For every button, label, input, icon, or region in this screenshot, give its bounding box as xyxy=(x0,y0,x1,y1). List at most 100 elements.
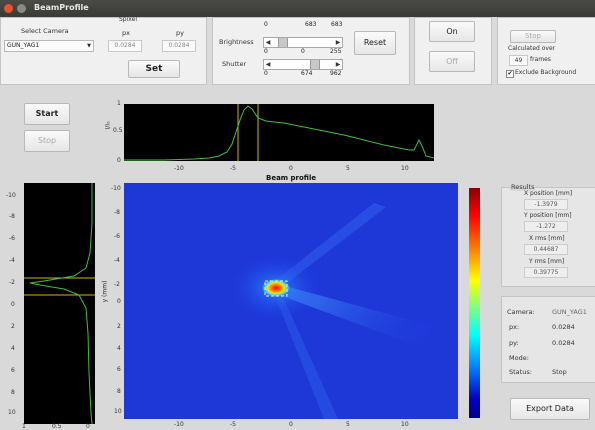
exclude-background-label: Exclude Background xyxy=(515,69,577,76)
left-ytick-0: 0 xyxy=(11,301,15,308)
arrow-left-icon[interactable]: ◀ xyxy=(265,39,271,46)
main-ytick-8: 8 xyxy=(117,388,121,395)
left-ytick-m8: -8 xyxy=(9,213,15,220)
start-button[interactable]: Start xyxy=(24,103,70,125)
select-camera-label: Select Camera xyxy=(21,27,69,35)
beam-tail xyxy=(274,283,458,361)
arrow-right-icon[interactable]: ▶ xyxy=(335,61,341,68)
beam-profile-y-plot[interactable] xyxy=(24,183,95,424)
shutter-slider[interactable]: ◀ ▶ xyxy=(263,59,343,70)
left-ytick-m2: -2 xyxy=(9,279,15,286)
top-ytick-0: 0 xyxy=(117,157,121,164)
left-ytick-m6: -6 xyxy=(9,235,15,242)
y-rms-value: 0.39775 xyxy=(524,267,568,278)
stop-button[interactable]: Stop xyxy=(24,130,70,152)
top-xtick-m5: -5 xyxy=(230,165,236,172)
main-xtick-m10: -10 xyxy=(174,421,184,428)
left-ytick-10: 10 xyxy=(8,409,16,416)
main-ytick-2: 2 xyxy=(117,323,121,330)
window-title: BeamProfile xyxy=(34,3,89,12)
py-field[interactable]: 0.0284 xyxy=(162,40,196,52)
left-ytick-m10: -10 xyxy=(6,192,16,199)
camera-select-value: GUN_YAG1 xyxy=(7,42,40,49)
minimize-window-icon[interactable] xyxy=(17,4,26,13)
info-camera-value: GUN_YAG1 xyxy=(552,308,587,316)
top-plot-ylabel: I/I₀ xyxy=(104,121,112,130)
x-position-label: X position [mm] xyxy=(524,190,573,197)
plot-background xyxy=(124,104,434,161)
frames-unit-label: frames xyxy=(530,56,551,63)
top-ytick-1: 1 xyxy=(117,100,121,107)
brightness-slider-thumb[interactable] xyxy=(278,38,288,47)
px-label: px xyxy=(122,29,130,37)
x-rms-value: 0.44687 xyxy=(524,244,568,255)
shutter-label: Shutter xyxy=(222,60,247,68)
left-ytick-4: 4 xyxy=(11,345,15,352)
main-ytick-m2: -2 xyxy=(114,281,120,288)
y-profile-line xyxy=(29,183,93,424)
left-ytick-m4: -4 xyxy=(9,257,15,264)
on-button[interactable]: On xyxy=(429,21,475,42)
beam-image[interactable] xyxy=(124,183,458,419)
brightness-value: 0 xyxy=(301,48,305,55)
camera-group-label: Spixel xyxy=(119,16,138,23)
main-xtick-0: 0 xyxy=(289,421,293,428)
y-rms-label: Y rms [mm] xyxy=(529,258,565,265)
shutter-slider-thumb[interactable] xyxy=(310,60,320,69)
background-stop-button[interactable]: Stop xyxy=(510,30,556,43)
background-panel: Stop Calculated over 49 frames ✔ Exclude… xyxy=(497,17,595,85)
left-xtick-1: 1 xyxy=(22,423,26,430)
main-ytick-10: 10 xyxy=(114,408,122,415)
beam-spot xyxy=(262,279,290,297)
top-ytick-05: 0.5 xyxy=(113,127,123,134)
main-ytick-m6: -6 xyxy=(114,233,120,240)
px-field[interactable]: 0.0284 xyxy=(108,40,142,52)
y-position-label: Y position [mm] xyxy=(524,212,572,219)
top-xtick-m10: -10 xyxy=(174,165,184,172)
info-py-value: 0.0284 xyxy=(552,339,575,347)
brightness-min: 0 xyxy=(264,48,268,55)
shutter-value: 674 xyxy=(301,70,313,77)
camera-panel: Spixel Select Camera GUN_YAG1 ▼ px py 0.… xyxy=(0,16,207,85)
main-plot-ylabel: y (mm) xyxy=(101,280,109,303)
chevron-down-icon: ▼ xyxy=(87,43,91,49)
image-settings-panel: 0 683 683 Brightness ◀ ▶ 0 0 255 Shutter… xyxy=(212,17,410,85)
roi-box[interactable] xyxy=(264,280,288,297)
brightness-max: 255 xyxy=(330,48,342,55)
exclude-background-checkbox[interactable]: ✔ xyxy=(506,70,514,78)
main-ytick-m4: -4 xyxy=(114,257,120,264)
x-profile-line xyxy=(124,105,434,161)
x-position-value: -1.3979 xyxy=(524,199,568,210)
calculated-over-label: Calculated over xyxy=(508,45,556,52)
main-ytick-m8: -8 xyxy=(114,209,120,216)
beam-profile-title: Beam profile xyxy=(266,174,317,182)
top-number-2: 683 xyxy=(305,21,317,28)
reset-button[interactable]: Reset xyxy=(354,31,396,55)
beam-profile-x-plot[interactable] xyxy=(124,104,434,161)
left-ytick-6: 6 xyxy=(11,367,15,374)
main-ytick-4: 4 xyxy=(117,345,121,352)
arrow-right-icon[interactable]: ▶ xyxy=(335,39,341,46)
x-rms-label: X rms [mm] xyxy=(529,235,565,242)
top-xtick-0: 0 xyxy=(289,165,293,172)
y-position-value: -1.272 xyxy=(524,221,568,232)
set-button[interactable]: Set xyxy=(128,60,180,78)
py-label: py xyxy=(176,29,184,37)
frames-field[interactable]: 49 xyxy=(509,55,528,66)
arrow-left-icon[interactable]: ◀ xyxy=(265,61,271,68)
off-button[interactable]: Off xyxy=(429,51,475,72)
main-xtick-5: 5 xyxy=(346,421,350,428)
info-status-label: Status: xyxy=(509,368,532,376)
beam-streak-lower xyxy=(274,293,338,419)
brightness-slider[interactable]: ◀ ▶ xyxy=(263,37,343,48)
top-xtick-10: 10 xyxy=(401,165,409,172)
top-number-3: 683 xyxy=(331,21,343,28)
left-ytick-2: 2 xyxy=(11,323,15,330)
top-number-1: 0 xyxy=(264,21,268,28)
camera-select[interactable]: GUN_YAG1 ▼ xyxy=(4,40,94,52)
left-xtick-0: 0 xyxy=(86,423,90,430)
close-window-icon[interactable] xyxy=(4,4,13,13)
export-data-button[interactable]: Export Data xyxy=(510,398,590,420)
shutter-max: 962 xyxy=(330,70,342,77)
acquisition-control-panel: On Off xyxy=(414,17,492,85)
